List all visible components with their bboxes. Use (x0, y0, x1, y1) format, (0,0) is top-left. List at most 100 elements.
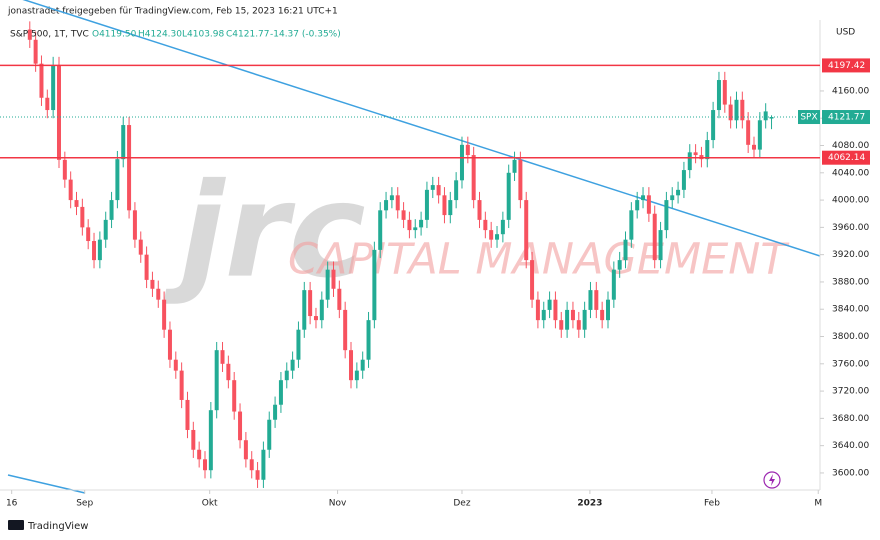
y-tick-label: 3840.00 (832, 305, 869, 315)
candle-body (407, 219, 412, 231)
candle-body (570, 309, 575, 321)
candle-body (273, 404, 278, 420)
trend-line (22, 0, 821, 257)
attribution: jonastradet freigegeben für TradingView.… (7, 7, 338, 17)
candle-body (524, 200, 529, 261)
footer: TradingView (27, 521, 88, 532)
candle-body (600, 309, 605, 321)
candle-body (419, 219, 424, 228)
candle-body (115, 159, 120, 201)
candle-body (51, 65, 56, 111)
candle-body (424, 189, 429, 220)
candle-body (646, 195, 651, 214)
candle-body (331, 269, 336, 289)
candle-body (97, 239, 102, 261)
legend: S&P 500, 1T, TVC O4119.50 H4124.30 L4103… (10, 30, 341, 40)
footer-logo (8, 520, 24, 530)
level-label-box (822, 58, 870, 73)
candle-body (349, 350, 354, 381)
candle-body (757, 120, 762, 150)
candle-body (594, 290, 599, 310)
candle-body (623, 239, 628, 261)
candle-body (430, 185, 435, 190)
candle-body (769, 117, 774, 119)
candle-body (214, 350, 219, 411)
candle-body (27, 29, 32, 40)
y-tick-label: 3800.00 (832, 332, 869, 342)
candle-body (372, 249, 377, 321)
symbol: S&P 500, 1T, TVC (10, 30, 89, 40)
candle-body (197, 449, 202, 460)
candle-body (238, 411, 243, 441)
candle-body (360, 359, 365, 371)
candle-body (728, 104, 733, 121)
candle-body (74, 200, 79, 207)
candle-body (541, 309, 546, 321)
candle-body (681, 170, 686, 190)
candle-body (162, 299, 167, 330)
last-price-label: 4121.77 (828, 113, 865, 123)
candle-body (138, 239, 143, 255)
candle-body (471, 155, 476, 201)
candle-body (582, 309, 587, 330)
x-tick-label: M (814, 499, 822, 509)
x-tick-label: Dez (453, 499, 470, 509)
candle-body (354, 370, 359, 381)
candle-body (559, 320, 564, 330)
candle-body (605, 299, 610, 321)
y-tick-label: 4000.00 (832, 196, 869, 206)
ohlc-high: H4124.30 (138, 30, 182, 40)
candle-body (752, 144, 757, 150)
candle-body (343, 309, 348, 351)
candle-body (255, 470, 260, 480)
candle-body (746, 120, 751, 145)
candle-body (763, 111, 768, 121)
candle-body (535, 299, 540, 321)
candle-body (553, 299, 558, 321)
candle-body (495, 234, 500, 240)
candle-body (483, 219, 488, 231)
candle-body (56, 65, 61, 160)
ohlc-low: L4103.98 (182, 30, 225, 40)
candle-body (179, 370, 184, 400)
candle-body (220, 350, 225, 364)
x-tick-label: 2023 (577, 499, 602, 509)
candle-body (611, 269, 616, 300)
candle-body (670, 195, 675, 201)
candle-body (185, 399, 190, 430)
candle-body (716, 80, 721, 111)
y-tick-label: 3880.00 (832, 277, 869, 287)
candle-body (512, 159, 517, 173)
candle-body (687, 152, 692, 171)
candle-body (68, 179, 73, 201)
candle-body (489, 230, 494, 240)
candle-body (156, 288, 161, 300)
candle-body (278, 380, 283, 405)
candle-body (652, 213, 657, 261)
last-name: SPX (800, 113, 817, 123)
candle-body (658, 230, 663, 261)
candle-body (86, 227, 91, 242)
candle-body (378, 210, 383, 250)
y-tick-label: 3960.00 (832, 223, 869, 233)
candle-body (33, 39, 38, 64)
candle-body (302, 290, 307, 330)
candle-body (80, 206, 85, 228)
candle-body (132, 210, 137, 240)
candle-body (506, 172, 511, 220)
candle-body (313, 316, 318, 321)
candle-body (664, 200, 669, 231)
candle-body (203, 459, 207, 471)
y-tick-label: 4040.00 (832, 168, 869, 178)
y-tick-label: 3760.00 (832, 359, 869, 369)
candle-body (711, 110, 716, 141)
candle-body (261, 449, 266, 480)
event-icon[interactable] (763, 471, 781, 489)
candle-body (39, 63, 44, 98)
candle-body (92, 241, 97, 261)
candle-body (109, 200, 114, 220)
candle-body (565, 309, 570, 330)
candle-body (576, 320, 581, 330)
candle-body (267, 419, 272, 450)
